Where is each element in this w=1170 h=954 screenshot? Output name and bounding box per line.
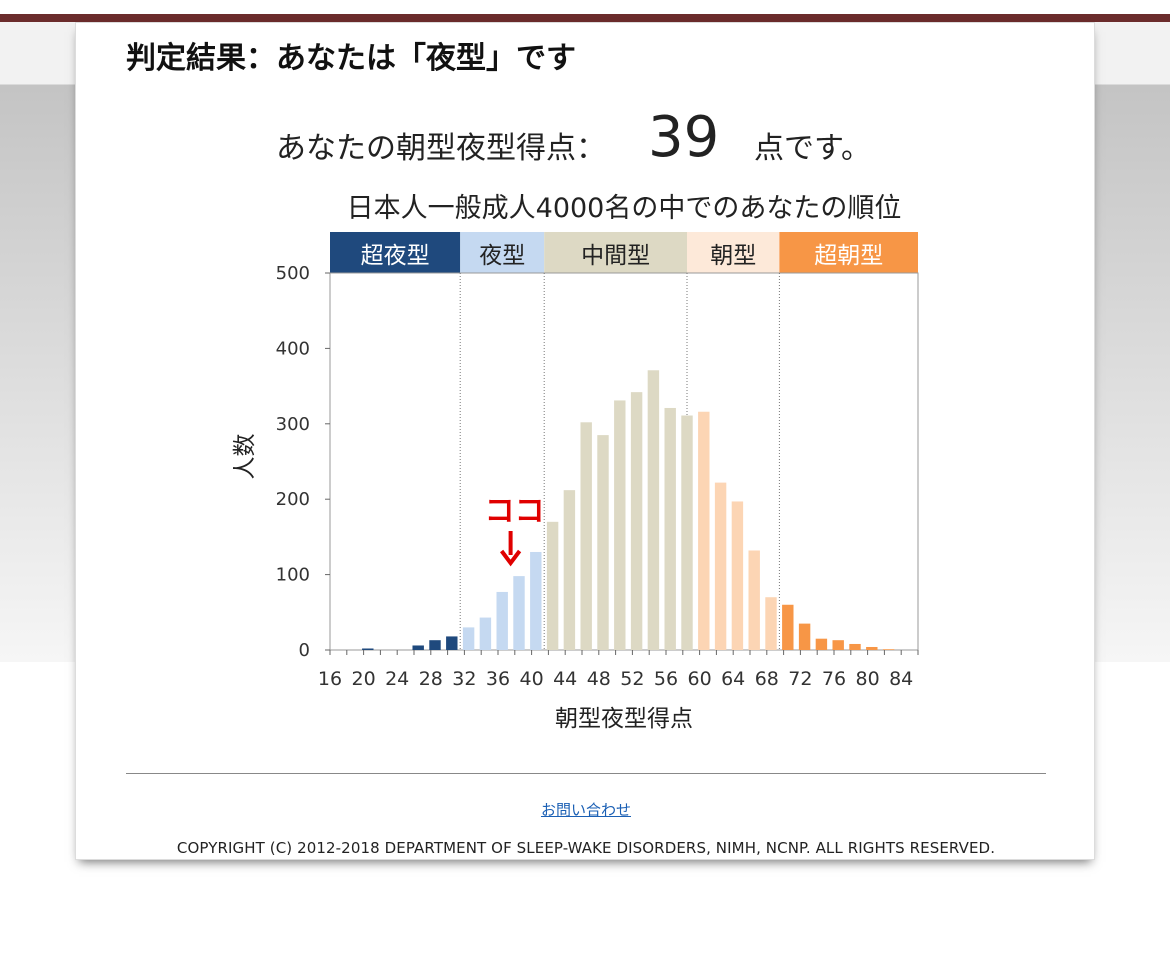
histogram-bar [714,482,727,650]
category-label: 夜型 [479,243,525,269]
category-band [544,232,687,273]
category-label: 超夜型 [361,243,430,269]
x-tick-label: 48 [587,668,611,690]
x-tick-label: 68 [755,668,779,690]
y-tick-label: 300 [276,414,310,435]
histogram-bar [832,640,844,650]
histogram-bar [563,490,576,650]
histogram-bar [429,640,441,650]
x-tick-label: 44 [553,668,577,690]
y-tick-label: 400 [276,338,310,359]
y-tick-label: 0 [299,640,310,661]
top-accent-bar [0,14,1170,22]
score-value: 39 [648,105,720,170]
histogram-bar [798,623,811,650]
copyright-text: COPYRIGHT (C) 2012-2018 DEPARTMENT OF SL… [176,839,996,857]
x-tick-label: 52 [620,668,644,690]
histogram-bar [866,646,878,650]
histogram-bar [614,400,626,650]
x-tick-label: 60 [688,668,712,690]
x-tick-label: 76 [822,668,846,690]
page-title: 判定結果：あなたは「夜型」です [126,41,576,76]
category-label: 朝型 [710,243,756,269]
category-band [330,232,461,273]
chart-title: 日本人一般成人4000名の中でのあなたの順位 [347,193,902,224]
y-tick-label: 500 [276,263,310,284]
histogram-bar [731,501,744,650]
histogram-bar [748,550,760,650]
histogram-bar [647,370,660,650]
histogram-bar [782,604,794,650]
histogram-bar [882,649,895,650]
histogram-bar [513,576,525,650]
histogram-bar [849,643,861,650]
histogram-bar [496,591,508,650]
histogram-bar [815,638,828,650]
x-tick-label: 32 [452,668,476,690]
histogram-bar [630,392,643,650]
category-label: 中間型 [581,243,650,269]
histogram-bar [446,636,458,650]
y-tick-label: 200 [276,489,310,510]
category-band [687,232,780,273]
x-tick-label: 24 [385,668,409,690]
histogram-bar [530,551,542,650]
histogram-bar [664,407,676,650]
histogram-bar [580,422,592,650]
histogram-bar [362,648,374,650]
score-suffix: 点です。 [754,131,871,166]
x-tick-label: 56 [654,668,678,690]
x-tick-label: 84 [889,668,913,690]
category-label: 超朝型 [814,243,883,269]
x-tick-label: 40 [520,668,544,690]
category-band [779,232,918,273]
footer-divider [126,773,1046,774]
category-band [460,232,545,273]
histogram-bar [412,645,424,650]
score-line: あなたの朝型夜型得点： 39 点です。 [276,105,916,175]
histogram-bar [597,435,609,650]
marker-arrow-head [500,549,522,567]
x-tick-label: 20 [352,668,376,690]
x-tick-label: 16 [318,668,342,690]
you-are-here-label: ココ [485,494,545,529]
score-label: あなたの朝型夜型得点： [276,131,606,166]
histogram-bar [479,617,492,650]
contact-link[interactable]: お問い合わせ [540,801,631,819]
y-axis-label: 人数 [232,434,258,480]
histogram-bar [681,415,693,650]
histogram-bar [698,411,710,650]
x-axis-label: 朝型夜型得点 [555,706,693,732]
histogram-bar [765,597,777,650]
y-tick-label: 100 [276,565,310,586]
x-tick-label: 80 [856,668,880,690]
x-tick-label: 64 [721,668,745,690]
x-tick-label: 28 [419,668,443,690]
histogram-bar [462,627,475,650]
result-panel: 判定結果：あなたは「夜型」です あなたの朝型夜型得点： 39 点です。 日本人一… [75,22,1095,860]
histogram-bar [546,521,559,650]
x-tick-label: 72 [788,668,812,690]
x-tick-label: 36 [486,668,510,690]
